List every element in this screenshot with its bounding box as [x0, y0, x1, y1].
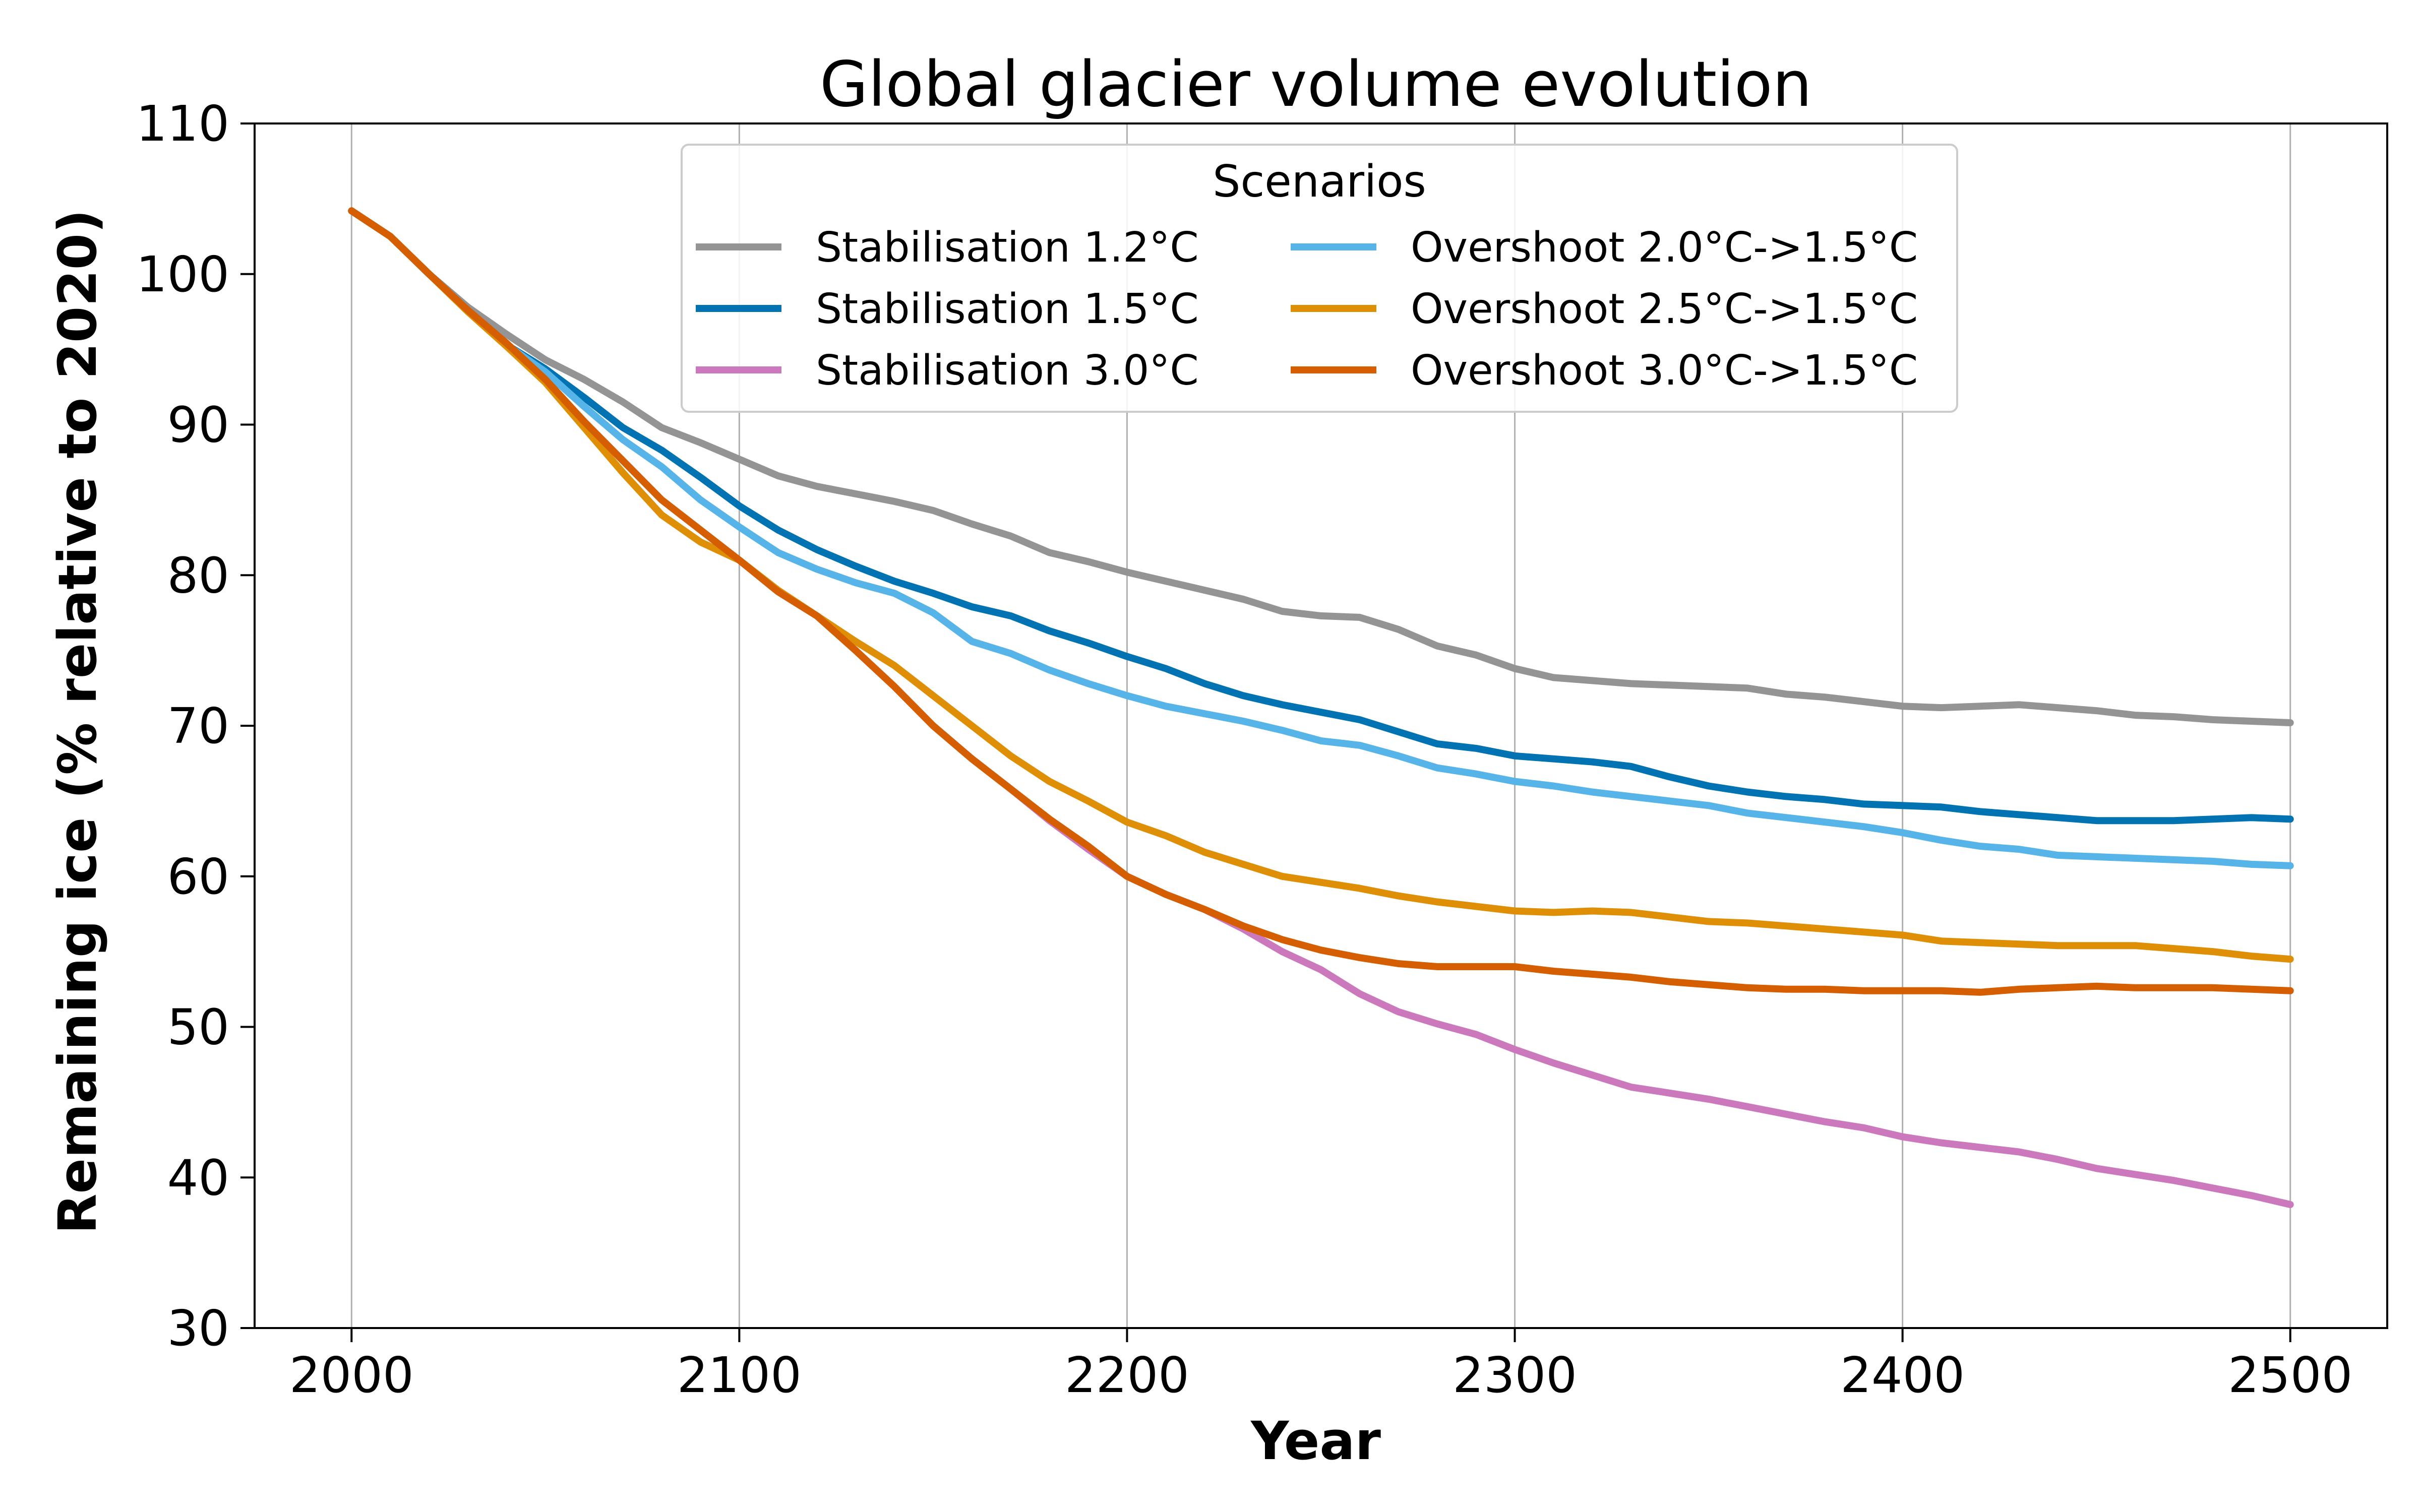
x-axis-title: Year — [1250, 1410, 1381, 1472]
series-line — [348, 207, 2294, 726]
series-lines — [348, 207, 2294, 1208]
y-axis-ticks: 30 40 50 60 70 80 90 100 110 — [136, 95, 255, 1357]
x-tick-label: 2300 — [1453, 1347, 1577, 1404]
y-tick-label: 100 — [136, 246, 229, 303]
y-tick-label: 30 — [167, 1300, 229, 1357]
x-tick-label: 2000 — [289, 1347, 414, 1404]
legend-label: Overshoot 3.0°C->1.5°C — [1411, 347, 1918, 395]
x-tick-label: 2100 — [677, 1347, 802, 1404]
x-axis-ticks: 2000 2100 2200 2300 2400 2500 — [289, 1328, 2352, 1404]
legend: Scenarios Stabilisation 1.2°CStabilisati… — [681, 144, 1958, 413]
legend-entries: Stabilisation 1.2°C Stabilisation 1.5°C St… — [696, 224, 1918, 395]
y-axis-title: Remaining ice (% relative to 2020) — [47, 209, 108, 1234]
legend-title: Scenarios — [1213, 156, 1426, 207]
x-tick-label: 2400 — [1840, 1347, 1965, 1404]
y-tick-label: 40 — [167, 1149, 229, 1206]
legend-label: Overshoot 2.5°C->1.5°C — [1411, 285, 1918, 333]
y-tick-label: 90 — [167, 397, 229, 454]
x-tick-label: 2200 — [1065, 1347, 1189, 1404]
y-tick-label: 80 — [167, 547, 229, 604]
legend-label: Stabilisation 1.5°C — [816, 285, 1199, 333]
y-tick-label: 70 — [167, 698, 229, 754]
series-line — [348, 207, 2294, 825]
legend-label: Stabilisation 3.0°C — [816, 347, 1199, 395]
series-line — [348, 207, 2294, 996]
legend-label: Stabilisation 1.2°C — [816, 224, 1199, 272]
series-line — [348, 207, 2294, 963]
legend-box — [681, 144, 1958, 413]
y-tick-label: 110 — [136, 95, 229, 152]
chart-title: Global glacier volume evolution — [820, 48, 1812, 121]
series-line — [348, 207, 2294, 869]
y-tick-label: 50 — [167, 999, 229, 1056]
x-tick-label: 2500 — [2228, 1347, 2352, 1404]
y-tick-label: 60 — [167, 848, 229, 905]
legend-label: Overshoot 2.0°C->1.5°C — [1411, 224, 1918, 272]
